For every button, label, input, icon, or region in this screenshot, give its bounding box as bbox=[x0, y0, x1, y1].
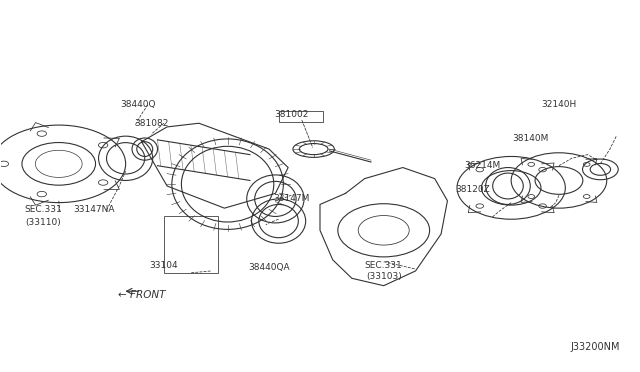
Text: (33103): (33103) bbox=[366, 272, 401, 281]
Bar bbox=[164, 215, 218, 273]
Text: 33147NA: 33147NA bbox=[73, 205, 115, 215]
Text: 38440QA: 38440QA bbox=[248, 263, 290, 272]
Text: 381082: 381082 bbox=[134, 119, 168, 128]
Text: ← FRONT: ← FRONT bbox=[118, 290, 165, 300]
Text: SEC.331: SEC.331 bbox=[365, 261, 403, 270]
Text: J33200NM: J33200NM bbox=[570, 342, 620, 352]
Text: 36214M: 36214M bbox=[465, 161, 500, 170]
Text: 38140M: 38140M bbox=[512, 134, 548, 142]
Text: SEC.331: SEC.331 bbox=[24, 205, 61, 215]
Text: (33110): (33110) bbox=[25, 218, 61, 227]
Text: 38120Z: 38120Z bbox=[456, 185, 490, 194]
Text: 381002: 381002 bbox=[274, 109, 308, 119]
Text: 33104: 33104 bbox=[150, 261, 178, 270]
Text: 32140H: 32140H bbox=[541, 100, 577, 109]
Text: 38440Q: 38440Q bbox=[121, 100, 156, 109]
Bar bbox=[278, 112, 323, 122]
Text: 33147M: 33147M bbox=[273, 195, 310, 203]
